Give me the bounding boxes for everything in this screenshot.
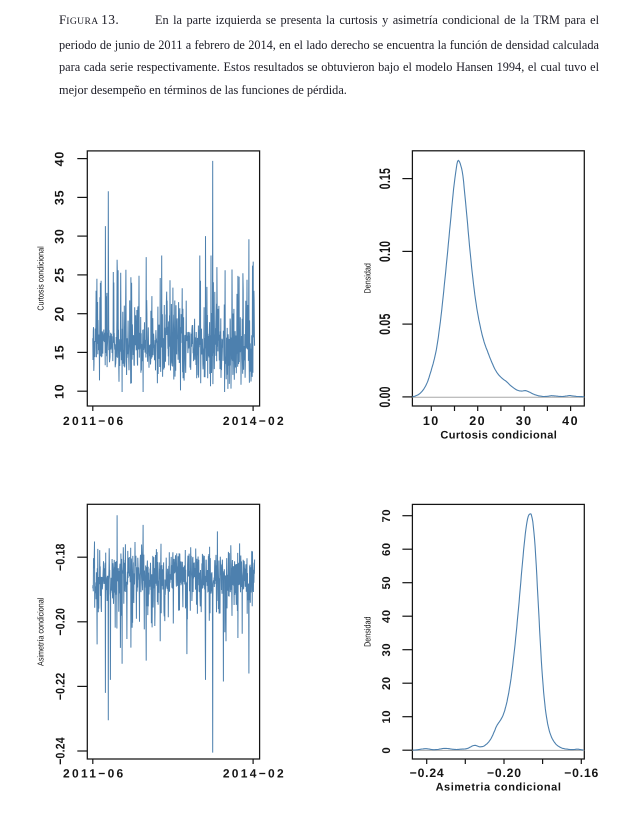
- svg-text:40: 40: [381, 609, 393, 623]
- svg-text:20: 20: [469, 414, 486, 428]
- svg-text:Asimetría condicional: Asimetría condicional: [35, 597, 46, 666]
- svg-text:−0.20: −0.20: [54, 608, 68, 636]
- svg-text:Densidad: Densidad: [362, 617, 373, 647]
- svg-text:0.15: 0.15: [377, 168, 394, 189]
- svg-text:40: 40: [52, 151, 66, 167]
- svg-text:25: 25: [52, 267, 66, 283]
- svg-text:35: 35: [52, 190, 66, 206]
- svg-text:10: 10: [381, 710, 393, 724]
- svg-text:Densidad: Densidad: [362, 263, 373, 293]
- svg-text:30: 30: [52, 228, 66, 244]
- svg-text:0.05: 0.05: [377, 313, 394, 334]
- svg-text:−0.16: −0.16: [564, 766, 599, 780]
- svg-text:−0.18: −0.18: [54, 543, 68, 571]
- svg-text:70: 70: [381, 509, 393, 523]
- svg-text:10: 10: [423, 414, 440, 428]
- svg-text:30: 30: [516, 414, 533, 428]
- svg-text:60: 60: [381, 542, 393, 556]
- svg-text:15: 15: [52, 345, 66, 361]
- svg-text:30: 30: [381, 643, 393, 657]
- svg-text:Curtosis condicional: Curtosis condicional: [35, 246, 46, 311]
- svg-text:−0.20: −0.20: [487, 766, 522, 780]
- svg-text:0: 0: [381, 747, 393, 754]
- svg-text:20: 20: [381, 676, 393, 690]
- svg-text:50: 50: [381, 576, 393, 590]
- svg-text:Curtosis condicional: Curtosis condicional: [440, 430, 557, 442]
- svg-text:0.10: 0.10: [377, 241, 394, 262]
- svg-text:2014−02: 2014−02: [223, 414, 286, 428]
- svg-text:−0.24: −0.24: [410, 766, 445, 780]
- svg-text:20: 20: [52, 306, 66, 322]
- svg-text:−0.22: −0.22: [54, 673, 68, 701]
- svg-text:2014−02: 2014−02: [223, 766, 286, 780]
- svg-text:40: 40: [562, 414, 579, 428]
- svg-text:−0.24: −0.24: [54, 737, 68, 765]
- svg-text:Asimetria condicional: Asimetria condicional: [436, 782, 562, 794]
- svg-text:10: 10: [52, 383, 66, 399]
- svg-text:2011−06: 2011−06: [63, 766, 126, 780]
- svg-text:2011−06: 2011−06: [63, 414, 126, 428]
- svg-text:0.00: 0.00: [377, 386, 394, 407]
